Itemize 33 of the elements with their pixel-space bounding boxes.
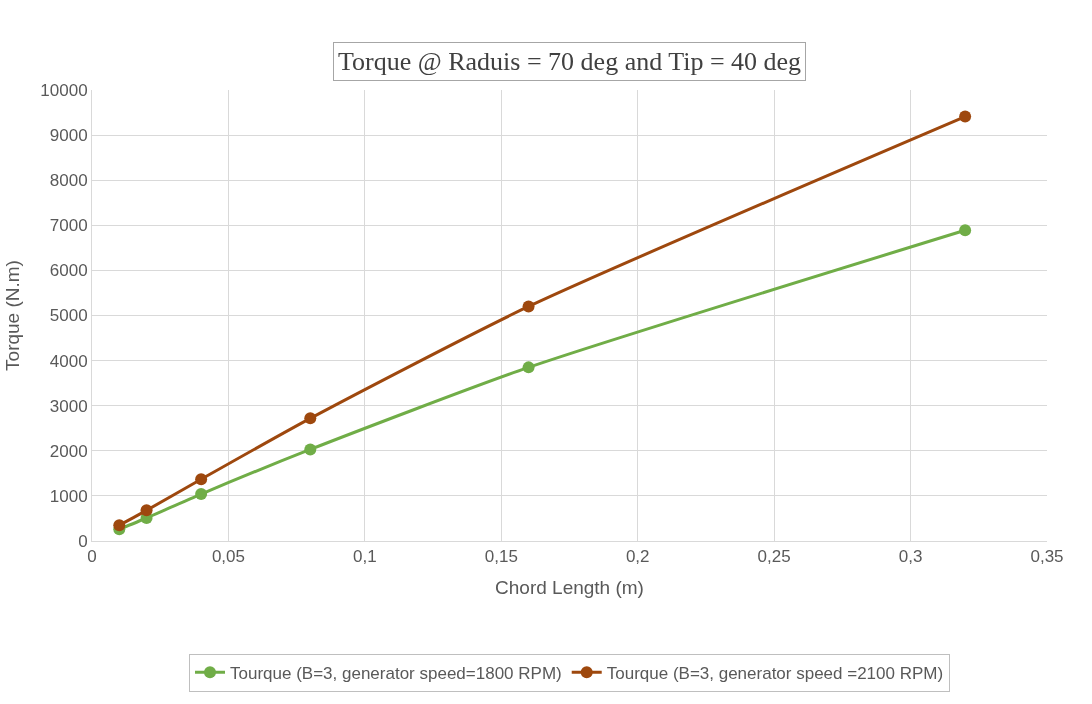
point (113, 519, 126, 532)
x-tick-label: 0,3 (898, 547, 923, 567)
chart-title: Torque @ Raduis = 70 deg and Tip = 40 deg (338, 47, 802, 76)
legend-label: Tourque (B=3, generator speed=1800 RPM) (230, 663, 562, 683)
point (522, 361, 535, 374)
y-tick-label: 1000 (49, 486, 88, 506)
y-tick-label: 10000 (40, 80, 88, 100)
legend-label: Tourque (B=3, generator speed =2100 RPM) (606, 663, 944, 683)
x-tick-label: 0,15 (484, 547, 518, 567)
y-tick-label: 3000 (49, 396, 88, 416)
y-tick-label: 6000 (49, 261, 88, 281)
y-tick-label: 0 (78, 531, 88, 551)
point (195, 488, 208, 501)
x-tick-label: 0,05 (211, 547, 245, 567)
point (304, 443, 317, 456)
y-tick-label: 2000 (49, 441, 88, 461)
y-axis-title: Torque (N.m) (2, 260, 24, 371)
x-tick-label: 0,1 (353, 547, 377, 567)
x-tick-label: 0,35 (1030, 547, 1064, 567)
x-tick-label: 0,2 (625, 547, 650, 567)
point (140, 504, 153, 517)
point (195, 473, 208, 486)
y-tick-label: 9000 (49, 126, 88, 146)
point (959, 224, 972, 237)
y-tick-label: 7000 (49, 216, 88, 236)
x-axis-title: Chord Length (m) (495, 577, 644, 599)
point (304, 412, 317, 425)
y-tick-label: 4000 (49, 351, 88, 371)
point (522, 300, 535, 313)
y-tick-label: 5000 (49, 306, 88, 326)
x-tick-label: 0,25 (757, 547, 791, 567)
y-tick-label: 8000 (49, 171, 88, 191)
point (959, 110, 972, 123)
